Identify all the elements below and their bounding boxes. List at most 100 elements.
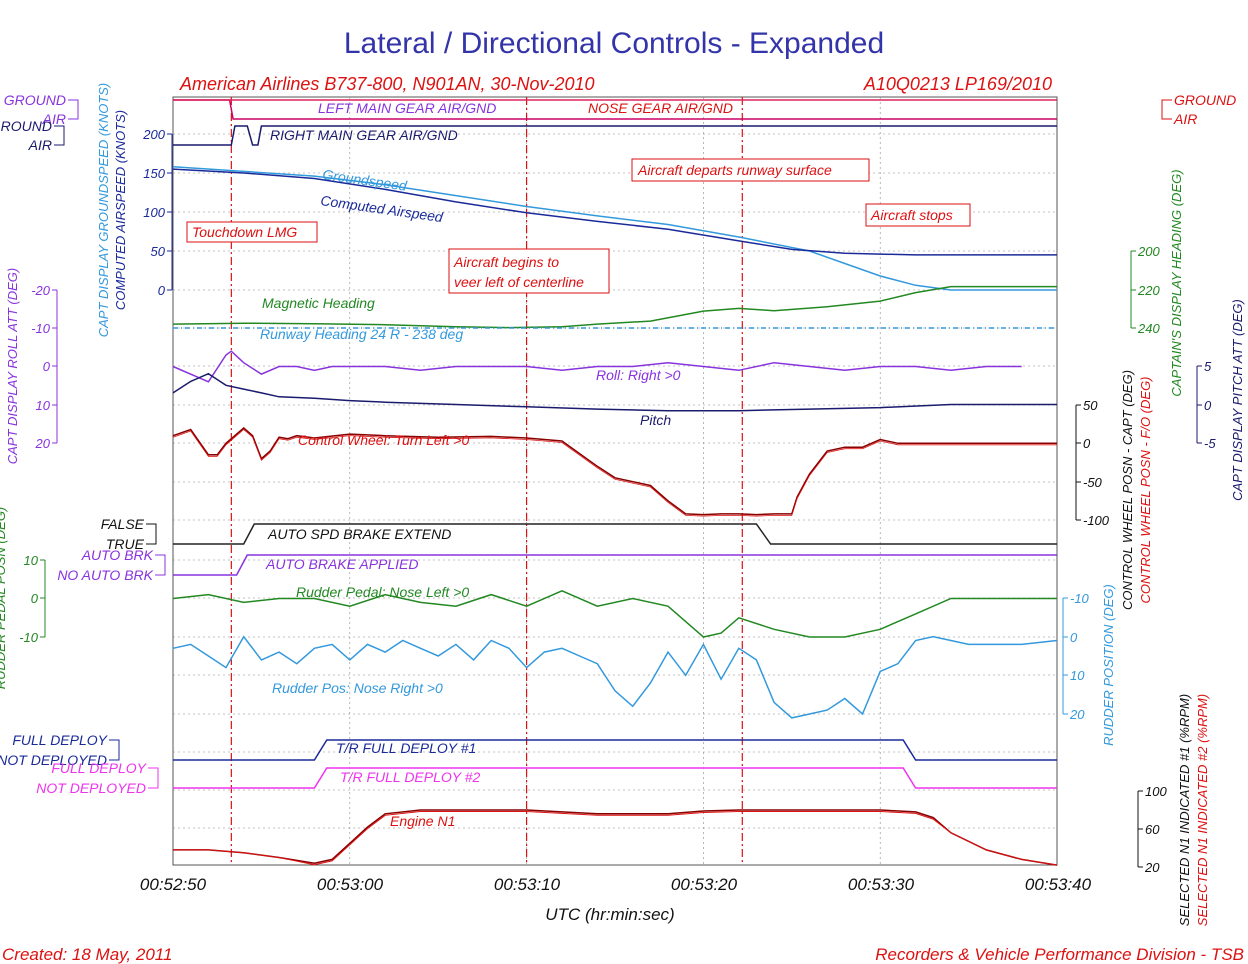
roll-axis-tick-label: 20: [35, 436, 51, 451]
tr2-axis-label-bottom: NOT DEPLOYED: [36, 780, 146, 796]
series-label: Rudder Pos: Nose Right >0: [272, 680, 443, 696]
pitch-axis-label: CAPT DISPLAY PITCH ATT (DEG): [1230, 299, 1245, 501]
n1-axis-label: SELECTED N1 INDICATED #1 (%RPM): [1177, 694, 1192, 926]
series-line: [172, 589, 1057, 638]
roll-axis-tick-label: -20: [31, 283, 51, 298]
speed-axis-tick-label: 100: [143, 205, 165, 220]
tr2-axis-label-top: FULL DEPLOY: [51, 760, 147, 776]
series-line: [172, 427, 1057, 516]
series-line: [173, 554, 1057, 576]
rudder-axis-tick-label: -10: [1070, 591, 1090, 606]
wheel-axis-label-fo: CONTROL WHEEL POSN - F/O (DEG): [1138, 376, 1153, 603]
pitch-axis-tick-label: 5: [1204, 359, 1212, 374]
x-tick-label: 00:53:20: [671, 875, 738, 894]
series-label: T/R FULL DEPLOY #1: [336, 740, 476, 756]
speedbrake-axis-bracket: [146, 523, 157, 545]
annotation-box: [631, 158, 870, 182]
n1-axis-tick-label: 20: [1144, 860, 1160, 875]
heading-axis-tick-label: 220: [1137, 283, 1160, 298]
annotation-text: Aircraft departs runway surface: [637, 162, 832, 178]
series-label: Pitch: [640, 412, 671, 428]
wheel-axis-tick-label: -50: [1083, 475, 1103, 490]
gear-left-axis-label-bottom: AIR: [42, 111, 66, 127]
series-line: [172, 168, 1057, 256]
wheel-axis-label: CONTROL WHEEL POSN - CAPT (DEG): [1120, 370, 1135, 610]
gear-left-axis-bracket: [68, 99, 79, 120]
series-line: [172, 635, 1058, 719]
annotation-text: veer left of centerline: [454, 274, 584, 290]
n1-axis-tick-label: 60: [1145, 822, 1160, 837]
tr1-axis-label-bottom: NOT DEPLOYED: [0, 752, 107, 768]
speed-axis-tick-label: 50: [151, 244, 166, 259]
chart-subtitle-right: A10Q0213 LP169/2010: [863, 74, 1052, 94]
pedal-axis-label: RUDDER PEDAL POSN (DEG): [0, 507, 8, 690]
series-line: [172, 166, 1057, 291]
pedal-axis-tick-label: -10: [19, 630, 39, 645]
roll-axis-label: CAPT DISPLAY ROLL ATT (DEG): [5, 268, 20, 465]
labels-layer: LEFT MAIN GEAR AIR/GND NOSE GEAR AIR/GND R…: [186, 100, 971, 829]
footer-division: Recorders & Vehicle Performance Division…: [875, 945, 1244, 964]
heading-axis-label: CAPTAIN'S DISPLAY HEADING (DEG): [1169, 169, 1184, 396]
series-line: [173, 739, 1057, 761]
pitch-axis-tick-label: -5: [1204, 436, 1216, 451]
speed-axis-label: COMPUTED AIRSPEED (KNOTS): [113, 110, 128, 310]
speed-axis-tick-label: 150: [143, 166, 165, 181]
annotation-box: [865, 203, 971, 227]
series-label: T/R FULL DEPLOY #2: [340, 769, 481, 785]
autobrake-axis-bracket: [155, 554, 166, 576]
speed-axis-tick-label: 0: [158, 283, 166, 298]
wheel-axis-tick-label: -100: [1083, 513, 1110, 528]
pitch-axis-tick-label: 0: [1204, 398, 1212, 413]
series-label: Runway Heading 24 R - 238 deg: [260, 326, 463, 342]
wheel-axis-tick-label: 50: [1083, 398, 1098, 413]
gear-left2-axis-label-top: GROUND: [0, 118, 52, 134]
pedal-axis-tick-label: 10: [24, 553, 39, 568]
speedbrake-axis-label-bottom: TRUE: [106, 536, 145, 552]
roll-axis-tick-label: 10: [36, 398, 51, 413]
series-label: Magnetic Heading: [262, 295, 375, 311]
annotation-box: [448, 248, 610, 294]
series-label: Roll: Right >0: [596, 367, 681, 383]
series-label: AUTO SPD BRAKE EXTEND: [267, 526, 451, 542]
series-label: Control Wheel: Turn Left >0: [298, 432, 470, 448]
series-line: [173, 767, 1057, 789]
n1-axis-tick-label: 100: [1145, 784, 1167, 799]
x-tick-label: 00:53:00: [317, 875, 384, 894]
annotation-text: Aircraft begins to: [453, 254, 559, 270]
rudder-axis-label: RUDDER POSITION (DEG): [1101, 584, 1116, 746]
heading-axis-tick-label: 200: [1137, 244, 1160, 259]
rudder-axis-tick-label: 20: [1069, 707, 1085, 722]
series-line: [173, 523, 1057, 545]
series-label: NOSE GEAR AIR/GND: [588, 100, 733, 116]
x-tick-label: 00:52:50: [140, 875, 207, 894]
gear-left-axis-label-top: GROUND: [4, 92, 66, 108]
gear-left2-axis-label-bottom: AIR: [28, 137, 52, 153]
x-tick-label: 00:53:40: [1025, 875, 1092, 894]
chart-title: Lateral / Directional Controls - Expande…: [344, 27, 884, 60]
series-line-fo-wheel: [172, 428, 1057, 517]
gear-left2-axis-bracket: [54, 125, 65, 146]
event-lines: [230, 97, 743, 865]
x-axis-label: UTC (hr:min:sec): [545, 905, 674, 924]
series-label: RIGHT MAIN GEAR AIR/GND: [270, 127, 458, 143]
heading-axis-tick-label: 240: [1137, 321, 1160, 336]
series-line-n1-2: [173, 811, 1058, 866]
rudder-axis-tick-label: 10: [1070, 668, 1085, 683]
series-line: [172, 350, 1022, 383]
gear-right-bracket: [1161, 99, 1172, 120]
annotation-text: Aircraft stops: [870, 207, 953, 223]
roll-axis-tick-label: -10: [31, 321, 51, 336]
n1-axis-label-2: SELECTED N1 INDICATED #2 (%RPM): [1195, 694, 1210, 926]
plot-frame: [172, 96, 1058, 866]
wheel-axis-tick-label: 0: [1083, 436, 1091, 451]
tr1-axis-label-top: FULL DEPLOY: [12, 732, 108, 748]
series-line: [172, 285, 1057, 329]
gridlines: [173, 97, 1057, 865]
series-label: Groundspeed: [322, 166, 409, 194]
autobrake-axis-label-bottom: NO AUTO BRK: [57, 567, 153, 583]
rudder-axis-tick-label: 0: [1070, 630, 1078, 645]
series-label: AUTO BRAKE APPLIED: [265, 556, 419, 572]
groundspeed-axis-label: CAPT DISPLAY GROUNDSPEED (KNOTS): [96, 83, 111, 338]
